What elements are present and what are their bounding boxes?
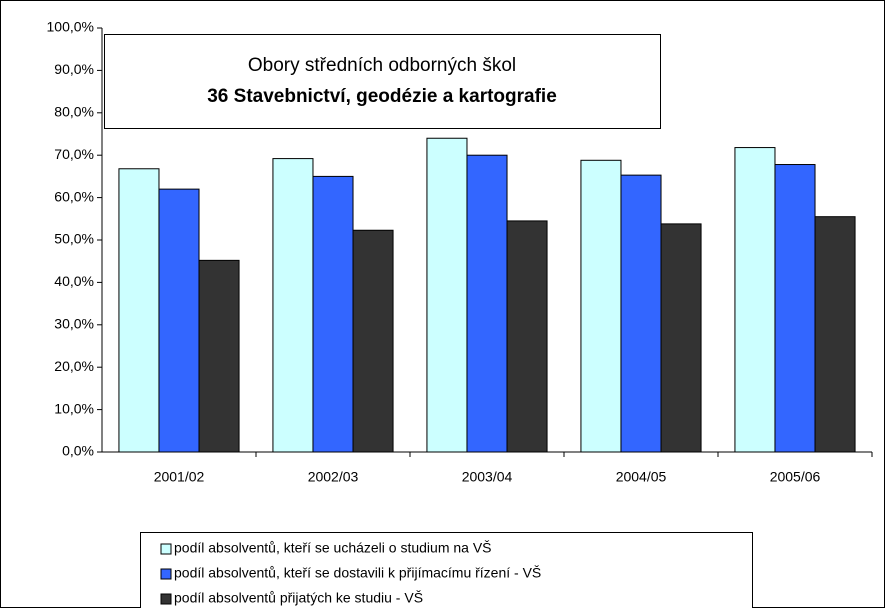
bar xyxy=(312,175,354,453)
y-tick-label: 30,0% xyxy=(54,316,94,332)
y-tick-label: 80,0% xyxy=(54,104,94,120)
bar xyxy=(620,174,662,453)
x-tick-label: 2003/04 xyxy=(462,469,513,485)
y-tick-label: 20,0% xyxy=(54,358,94,374)
x-tick-label: 2005/06 xyxy=(770,469,821,485)
y-tick-label: 70,0% xyxy=(54,146,94,162)
bar xyxy=(660,223,702,453)
bar xyxy=(352,229,394,453)
chart-subtitle: 36 Stavebnictví, geodézie a kartografie xyxy=(207,86,557,107)
legend-label: podíl absolventů přijatých ke studiu - V… xyxy=(174,590,423,606)
bar xyxy=(466,154,508,453)
bar xyxy=(198,259,240,453)
bar xyxy=(158,188,200,453)
y-tick-label: 50,0% xyxy=(54,231,94,247)
y-tick-label: 100,0% xyxy=(47,19,94,35)
legend-box xyxy=(140,532,753,608)
y-tick-label: 40,0% xyxy=(54,273,94,289)
y-tick-label: 10,0% xyxy=(54,400,94,416)
title-box xyxy=(104,34,661,129)
bar xyxy=(272,158,314,453)
legend-label: podíl absolventů, kteří se dostavili k p… xyxy=(174,565,541,581)
bar xyxy=(774,164,816,453)
y-tick-label: 0,0% xyxy=(62,443,94,459)
legend-swatch xyxy=(160,593,172,605)
bar xyxy=(580,159,622,453)
legend-swatch xyxy=(160,543,172,555)
legend-swatch xyxy=(160,568,172,580)
bar xyxy=(734,147,776,453)
bar xyxy=(426,137,468,453)
x-tick-label: 2002/03 xyxy=(308,469,359,485)
x-tick-label: 2001/02 xyxy=(154,469,205,485)
y-tick-label: 90,0% xyxy=(54,61,94,77)
bar xyxy=(814,216,856,453)
bar xyxy=(506,220,548,453)
y-tick-label: 60,0% xyxy=(54,188,94,204)
x-tick-label: 2004/05 xyxy=(616,469,667,485)
chart-title: Obory středních odborných škol xyxy=(248,55,516,76)
legend-label: podíl absolventů, kteří se ucházeli o st… xyxy=(174,540,492,556)
bar xyxy=(118,168,160,453)
